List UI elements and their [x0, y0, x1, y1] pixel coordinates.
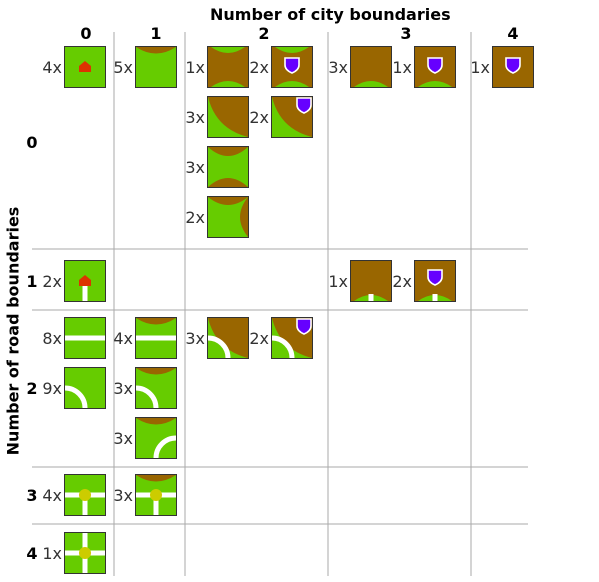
tile-monastery-road: [64, 260, 106, 302]
tile-count: 1x: [42, 544, 62, 563]
col-header: 3: [400, 24, 412, 43]
tile-art: [65, 475, 105, 515]
tile-art: [136, 475, 176, 515]
tile-count: 3x: [328, 58, 348, 77]
tile-city-three: [350, 46, 392, 88]
tile-count: 3x: [113, 429, 133, 448]
row-header: 0: [26, 133, 38, 152]
tile-count: 2x: [185, 208, 205, 227]
tile-count: 4x: [42, 486, 62, 505]
tile-city-edge-road-curve-left: [135, 367, 177, 409]
tile-count: 4x: [113, 329, 133, 348]
y-axis-title: Number of road boundaries: [3, 206, 23, 456]
tile-art: [351, 47, 391, 87]
tile-art: [65, 368, 105, 408]
tile-count: 1x: [470, 58, 490, 77]
col-header: 4: [507, 24, 519, 43]
tile-road-straight: [64, 317, 106, 359]
tile-city-corner: [207, 96, 249, 138]
tile-art: [136, 318, 176, 358]
tile-count: 3x: [113, 486, 133, 505]
tile-art: [136, 368, 176, 408]
tile-count: 2x: [392, 272, 412, 291]
tile-art: [272, 47, 312, 87]
tile-monastery: [64, 46, 106, 88]
tile-city-corner-road-curve: [207, 317, 249, 359]
tile-count: 2x: [249, 108, 269, 127]
col-header: 1: [150, 24, 162, 43]
tile-art: [208, 147, 248, 187]
tile-city-edge: [135, 46, 177, 88]
tile-city-three-shield: [414, 46, 456, 88]
tile-road-junction-3: [64, 474, 106, 516]
x-axis-title: Number of city boundaries: [210, 5, 451, 24]
tile-count: 4x: [42, 58, 62, 77]
tile-art: [136, 418, 176, 458]
tile-art: [272, 318, 312, 358]
tile-art: [208, 318, 248, 358]
tile-city-corner-road-curve-shield: [271, 317, 313, 359]
tile-city-opposite-edges: [207, 146, 249, 188]
tile-city-edge-road-straight: [135, 317, 177, 359]
tile-count: 3x: [185, 158, 205, 177]
tile-city-tunnel-shield: [271, 46, 313, 88]
tile-count: 5x: [113, 58, 133, 77]
tile-art: [65, 47, 105, 87]
tile-count: 3x: [113, 379, 133, 398]
tile-count: 3x: [185, 329, 205, 348]
row-header: 3: [26, 486, 38, 505]
tile-city-edge-road-junction-3: [135, 474, 177, 516]
tile-count: 3x: [185, 108, 205, 127]
tile-count: 1x: [392, 58, 412, 77]
tile-art: [415, 261, 455, 301]
tile-road-curve: [64, 367, 106, 409]
row-header: 1: [26, 272, 38, 291]
tile-count: 9x: [42, 379, 62, 398]
tile-count: 2x: [249, 329, 269, 348]
tile-city-adjacent-edges: [207, 196, 249, 238]
tile-count: 8x: [42, 329, 62, 348]
tile-art: [493, 47, 533, 87]
tile-art: [65, 318, 105, 358]
row-header: 4: [26, 544, 38, 563]
tile-count: 1x: [328, 272, 348, 291]
tile-art: [208, 197, 248, 237]
tile-count: 1x: [185, 58, 205, 77]
tile-road-junction-4: [64, 532, 106, 574]
tile-city-three-road-shield: [414, 260, 456, 302]
tile-art: [415, 47, 455, 87]
col-header: 0: [80, 24, 92, 43]
tile-city-tunnel: [207, 46, 249, 88]
tile-art: [208, 47, 248, 87]
tile-art: [136, 47, 176, 87]
row-header: 2: [26, 379, 38, 398]
tile-count: 2x: [42, 272, 62, 291]
tile-art: [65, 533, 105, 573]
tile-city-three-road: [350, 260, 392, 302]
tile-city-full-shield: [492, 46, 534, 88]
tile-city-edge-road-curve-right: [135, 417, 177, 459]
tile-city-corner-shield: [271, 96, 313, 138]
tile-art: [351, 261, 391, 301]
tile-art: [65, 261, 105, 301]
tile-count: 2x: [249, 58, 269, 77]
tile-art: [272, 97, 312, 137]
col-header: 2: [258, 24, 270, 43]
tile-art: [208, 97, 248, 137]
